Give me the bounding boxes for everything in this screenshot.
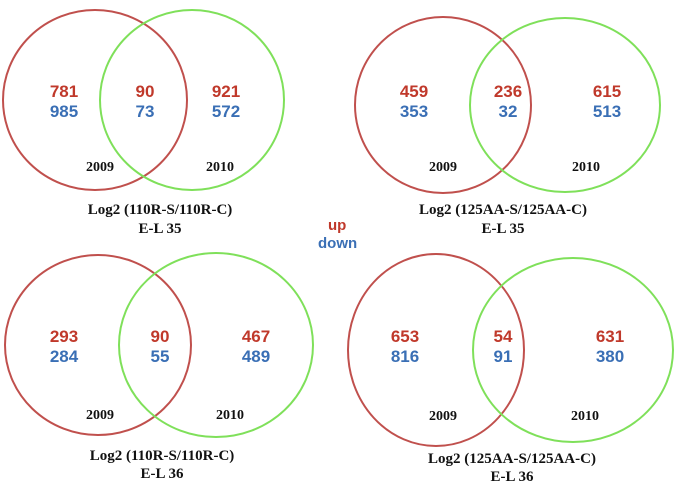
right-only-down: 489 bbox=[242, 347, 270, 366]
legend: up down bbox=[318, 217, 357, 252]
circle-2009 bbox=[354, 16, 532, 194]
circle-2010 bbox=[469, 17, 661, 193]
legend-down: down bbox=[318, 235, 357, 252]
right-only-up: 615 bbox=[593, 82, 621, 101]
label-2009: 2009 bbox=[86, 160, 114, 175]
caption-line-2: E-L 36 bbox=[141, 466, 184, 482]
left-only-down: 985 bbox=[50, 102, 78, 121]
overlap-up: 90 bbox=[136, 82, 155, 101]
caption-line-2: E-L 35 bbox=[139, 221, 182, 237]
overlap-up: 90 bbox=[151, 327, 170, 346]
circle-2010 bbox=[99, 9, 285, 191]
left-only-up: 781 bbox=[50, 82, 78, 101]
overlap-up: 236 bbox=[494, 82, 522, 101]
right-only-down: 380 bbox=[596, 347, 624, 366]
circle-2010 bbox=[118, 252, 314, 438]
label-2010: 2010 bbox=[572, 160, 600, 175]
left-only-up: 653 bbox=[391, 327, 419, 346]
left-only-up: 459 bbox=[400, 82, 428, 101]
caption-line-1: Log2 (125AA-S/125AA-C) bbox=[428, 451, 596, 467]
overlap-down: 55 bbox=[151, 347, 170, 366]
overlap-down: 91 bbox=[494, 347, 513, 366]
venn-panel-4: 653 816 54 91 631 380 2009 2010 Log2 (12… bbox=[347, 253, 674, 485]
caption-line-1: Log2 (110R-S/110R-C) bbox=[88, 202, 233, 218]
label-2010: 2010 bbox=[216, 408, 244, 423]
label-2009: 2009 bbox=[429, 409, 457, 424]
overlap-down: 32 bbox=[499, 102, 518, 121]
right-only-down: 572 bbox=[212, 102, 240, 121]
left-only-down: 353 bbox=[400, 102, 428, 121]
right-only-up: 467 bbox=[242, 327, 270, 346]
overlap-down: 73 bbox=[136, 102, 155, 121]
overlap-up: 54 bbox=[494, 327, 513, 346]
left-only-up: 293 bbox=[50, 327, 78, 346]
caption-line-2: E-L 35 bbox=[482, 221, 525, 237]
circle-2009 bbox=[4, 254, 192, 436]
legend-up: up bbox=[328, 217, 346, 234]
caption-line-2: E-L 36 bbox=[491, 469, 534, 485]
label-2009: 2009 bbox=[86, 408, 114, 423]
venn-panel-3: 293 284 90 55 467 489 2009 2010 Log2 (11… bbox=[4, 252, 314, 482]
right-only-up: 631 bbox=[596, 327, 624, 346]
right-only-up: 921 bbox=[212, 82, 240, 101]
caption-line-1: Log2 (125AA-S/125AA-C) bbox=[419, 202, 587, 218]
venn-panel-1: 781 985 90 73 921 572 2009 2010 Log2 (11… bbox=[2, 9, 285, 237]
left-only-down: 816 bbox=[391, 347, 419, 366]
label-2010: 2010 bbox=[206, 160, 234, 175]
circle-2009 bbox=[2, 9, 188, 191]
circle-2010 bbox=[472, 257, 674, 443]
circle-2009 bbox=[347, 253, 525, 447]
label-2009: 2009 bbox=[429, 160, 457, 175]
label-2010: 2010 bbox=[571, 409, 599, 424]
caption-line-1: Log2 (110R-S/110R-C) bbox=[90, 448, 235, 464]
venn-panel-2: 459 353 236 32 615 513 2009 2010 Log2 (1… bbox=[354, 16, 661, 237]
left-only-down: 284 bbox=[50, 347, 79, 366]
right-only-down: 513 bbox=[593, 102, 621, 121]
